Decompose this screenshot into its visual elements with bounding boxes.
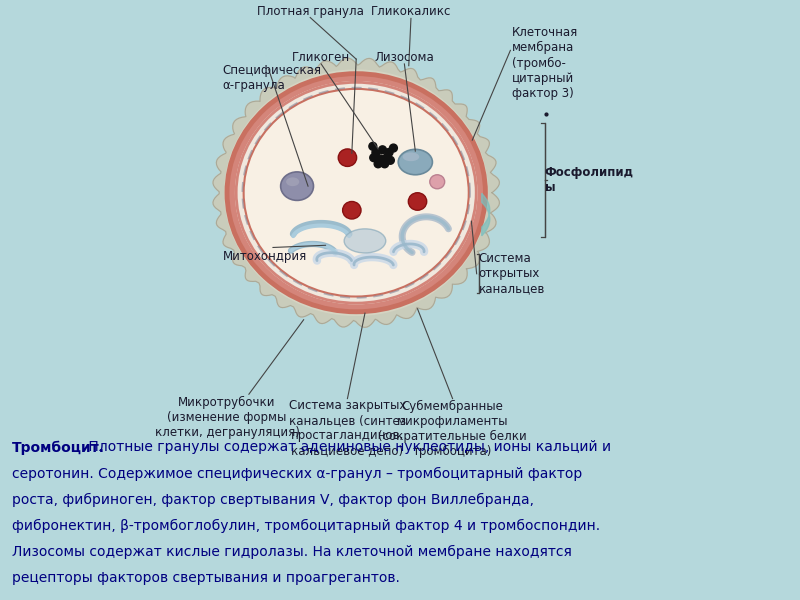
Ellipse shape xyxy=(342,202,361,219)
Text: рецепторы факторов свертывания и проагрегантов.: рецепторы факторов свертывания и проагре… xyxy=(12,571,400,584)
Circle shape xyxy=(383,154,391,161)
Circle shape xyxy=(369,142,377,150)
Polygon shape xyxy=(225,70,487,316)
Text: фибронектин, β-тромбоглобулин, тромбоцитарный фактор 4 и тромбоспондин.: фибронектин, β-тромбоглобулин, тромбоцит… xyxy=(12,518,600,533)
Text: Тромбоцит.: Тромбоцит. xyxy=(12,440,105,455)
Text: Митохондрия: Митохондрия xyxy=(222,250,307,263)
Ellipse shape xyxy=(408,193,426,210)
Text: Плотные гранулы содержат адениновые нуклеотиды, ионы кальций и: Плотные гранулы содержат адениновые нукл… xyxy=(84,440,611,454)
Ellipse shape xyxy=(244,89,469,296)
Circle shape xyxy=(374,160,382,168)
Circle shape xyxy=(390,144,398,152)
Circle shape xyxy=(378,146,386,154)
Ellipse shape xyxy=(235,81,478,304)
Text: Клеточная
мембрана
(тромбо-
цитарный
фактор 3): Клеточная мембрана (тромбо- цитарный фак… xyxy=(512,26,578,100)
Ellipse shape xyxy=(398,149,433,175)
Ellipse shape xyxy=(402,152,419,161)
Ellipse shape xyxy=(344,229,386,253)
Circle shape xyxy=(372,148,380,157)
Polygon shape xyxy=(213,58,499,328)
Text: роста, фибриноген, фактор свертывания V, фактор фон Виллебранда,: роста, фибриноген, фактор свертывания V,… xyxy=(12,493,534,506)
Text: Система закрытых
канальцев (синтез
простагландинов,
кальциевое депо): Система закрытых канальцев (синтез прост… xyxy=(289,400,406,457)
Circle shape xyxy=(376,155,384,163)
Text: Лизосомы содержат кислые гидролазы. На клеточной мембране находятся: Лизосомы содержат кислые гидролазы. На к… xyxy=(12,545,572,559)
Text: Специфическая
α-гранула: Специфическая α-гранула xyxy=(222,64,322,92)
Text: Плотная гранула: Плотная гранула xyxy=(257,5,364,17)
Circle shape xyxy=(370,154,378,161)
Polygon shape xyxy=(482,193,490,236)
Text: Микротрубочки
(изменение формы
клетки, дегрануляция): Микротрубочки (изменение формы клетки, д… xyxy=(154,397,299,439)
Text: серотонин. Содержимое специфических α-гранул – тромбоцитарный фактор: серотонин. Содержимое специфических α-гр… xyxy=(12,466,582,481)
Text: Фосфолипид
ы: Фосфолипид ы xyxy=(545,166,634,194)
Text: Гликоген: Гликоген xyxy=(292,50,350,64)
Circle shape xyxy=(381,160,389,168)
Text: Гликокаликс: Гликокаликс xyxy=(370,5,451,17)
Text: Лизосома: Лизосома xyxy=(374,50,434,64)
Circle shape xyxy=(386,157,394,164)
Ellipse shape xyxy=(226,72,486,313)
Ellipse shape xyxy=(286,178,299,186)
Circle shape xyxy=(385,148,393,157)
Ellipse shape xyxy=(281,172,314,200)
Text: Система
открытых
канальцев: Система открытых канальцев xyxy=(479,252,546,295)
Text: Субмембранные
микрофиламенты
(сократительные белки
тромбоцита): Субмембранные микрофиламенты (сократител… xyxy=(378,400,527,458)
Ellipse shape xyxy=(338,149,357,166)
Ellipse shape xyxy=(430,175,445,189)
